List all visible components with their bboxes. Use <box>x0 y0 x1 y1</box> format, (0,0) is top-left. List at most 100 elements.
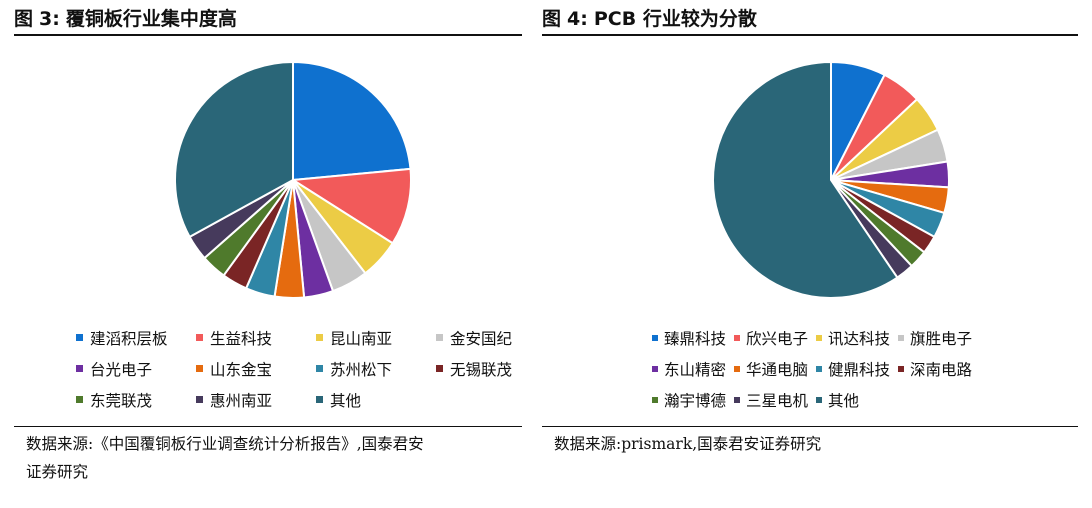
figure-3-pie-chart <box>174 61 412 299</box>
figure-3-title: 图 3: 覆铜板行业集中度高 <box>14 4 522 34</box>
legend-marker <box>316 396 323 403</box>
figure-3-title-number: 3 <box>39 8 53 30</box>
pie-slice-11 <box>174 61 294 238</box>
figure-3-title-separator: : <box>52 8 60 30</box>
pie-slice-1 <box>292 61 412 181</box>
legend-item: 台光电子 <box>76 358 188 380</box>
legend-label: 无锡联茂 <box>450 360 513 379</box>
legend-label: 东山精密 <box>664 360 727 379</box>
legend-row: 东莞联茂 惠州南亚 其他 <box>76 384 556 415</box>
legend-item: 瀚宇博德 <box>652 389 726 411</box>
legend-item: 惠州南亚 <box>196 389 308 411</box>
legend-item: 臻鼎科技 <box>652 327 726 349</box>
legend-label: 其他 <box>330 391 362 410</box>
legend-label: 臻鼎科技 <box>664 329 727 348</box>
figure-4-title-text: PCB 行业较为分散 <box>593 8 757 30</box>
legend-row: 台光电子 山东金宝 苏州松下 无锡联茂 <box>76 353 556 384</box>
legend-marker <box>816 365 823 372</box>
legend-item: 东莞联茂 <box>76 389 188 411</box>
figure-3-panel: 图 3: 覆铜板行业集中度高 建滔积层板 生益科技 昆山南亚 金安国纪台光电子 山东金宝 苏州… <box>14 0 522 508</box>
legend-item: 其他 <box>316 389 428 411</box>
legend-item: 健鼎科技 <box>816 358 890 380</box>
legend-marker <box>436 334 443 341</box>
figure-4-title-number: 4 <box>567 8 581 30</box>
legend-marker <box>196 396 203 403</box>
legend-marker <box>196 365 203 372</box>
legend-label: 昆山南亚 <box>330 329 393 348</box>
legend-marker <box>816 396 823 403</box>
legend-item: 深南电路 <box>898 358 972 380</box>
figure-4-title: 图 4: PCB 行业较为分散 <box>542 4 1078 34</box>
legend-item: 讯达科技 <box>816 327 890 349</box>
figure-3-title-prefix: 图 <box>14 8 34 30</box>
legend-label: 苏州松下 <box>330 360 393 379</box>
legend-marker <box>196 334 203 341</box>
legend-label: 建滔积层板 <box>90 329 168 348</box>
legend-item: 无锡联茂 <box>436 358 548 380</box>
legend-item: 金安国纪 <box>436 327 548 349</box>
figure-3-source: 数据来源:《中国覆铜板行业调查统计分析报告》,国泰君安 证券研究 <box>26 430 424 486</box>
figure-4-pie-chart <box>712 61 950 299</box>
legend-item: 东山精密 <box>652 358 726 380</box>
legend-label: 欣兴电子 <box>746 329 809 348</box>
figure-4-title-prefix: 图 <box>542 8 562 30</box>
figure-3-title-text: 覆铜板行业集中度高 <box>65 8 237 30</box>
legend-label: 旗胜电子 <box>910 329 973 348</box>
legend-item: 生益科技 <box>196 327 308 349</box>
figure-4-title-separator: : <box>580 8 588 30</box>
legend-item: 三星电机 <box>734 389 808 411</box>
legend-label: 健鼎科技 <box>828 360 891 379</box>
legend-label: 生益科技 <box>210 329 273 348</box>
legend-item: 昆山南亚 <box>316 327 428 349</box>
legend-label: 华通电脑 <box>746 360 809 379</box>
legend-marker <box>734 334 741 341</box>
figure-3-source-line-2: 证券研究 <box>26 463 89 481</box>
legend-marker <box>734 396 741 403</box>
legend-marker <box>898 365 905 372</box>
figure-3-source-rule <box>14 426 522 427</box>
legend-label: 其他 <box>828 391 860 410</box>
figure-4-title-rule <box>542 34 1078 36</box>
legend-marker <box>316 365 323 372</box>
figure-4-legend: 臻鼎科技 欣兴电子 讯达科技 旗胜电子 东山精密 华通电脑 健鼎科技 深南电路 瀚宇博德 三星电机… <box>652 322 980 415</box>
legend-marker <box>316 334 323 341</box>
legend-marker <box>816 334 823 341</box>
legend-label: 瀚宇博德 <box>664 391 727 410</box>
legend-label: 山东金宝 <box>210 360 273 379</box>
legend-row: 东山精密 华通电脑 健鼎科技 深南电路 <box>652 353 980 384</box>
legend-marker <box>652 396 658 403</box>
legend-marker <box>76 396 83 403</box>
legend-row: 臻鼎科技 欣兴电子 讯达科技 旗胜电子 <box>652 322 980 353</box>
legend-label: 金安国纪 <box>450 329 513 348</box>
legend-item: 旗胜电子 <box>898 327 972 349</box>
legend-label: 深南电路 <box>910 360 973 379</box>
legend-marker <box>76 334 83 341</box>
legend-marker <box>898 334 905 341</box>
legend-item: 其他 <box>816 389 859 411</box>
legend-marker <box>76 365 83 372</box>
legend-label: 东莞联茂 <box>90 391 153 410</box>
legend-marker <box>734 365 741 372</box>
legend-label: 讯达科技 <box>828 329 891 348</box>
legend-row: 建滔积层板 生益科技 昆山南亚 金安国纪 <box>76 322 556 353</box>
pie-slice-11 <box>712 61 899 299</box>
legend-item: 苏州松下 <box>316 358 428 380</box>
figure-3-legend: 建滔积层板 生益科技 昆山南亚 金安国纪台光电子 山东金宝 苏州松下 无锡联茂东莞联茂 惠州南… <box>76 322 556 415</box>
legend-label: 惠州南亚 <box>210 391 273 410</box>
figure-4-source-line-1: 数据来源:prismark,国泰君安证券研究 <box>554 435 822 453</box>
legend-marker <box>652 334 658 341</box>
figure-4-source-rule <box>542 426 1078 427</box>
legend-item: 华通电脑 <box>734 358 808 380</box>
figure-4-panel: 图 4: PCB 行业较为分散 臻鼎科技 欣兴电子 讯达科技 旗胜电子 东山精密 华通电脑 健鼎… <box>542 0 1078 508</box>
legend-item: 欣兴电子 <box>734 327 808 349</box>
legend-label: 三星电机 <box>746 391 809 410</box>
legend-item: 建滔积层板 <box>76 327 188 349</box>
legend-row: 瀚宇博德 三星电机 其他 <box>652 384 980 415</box>
legend-marker <box>436 365 443 372</box>
legend-label: 台光电子 <box>90 360 153 379</box>
legend-item: 山东金宝 <box>196 358 308 380</box>
legend-marker <box>652 365 658 372</box>
figure-3-source-line-1: 数据来源:《中国覆铜板行业调查统计分析报告》,国泰君安 <box>26 435 424 453</box>
pie-slice-2 <box>292 167 412 245</box>
figure-3-title-rule <box>14 34 522 36</box>
